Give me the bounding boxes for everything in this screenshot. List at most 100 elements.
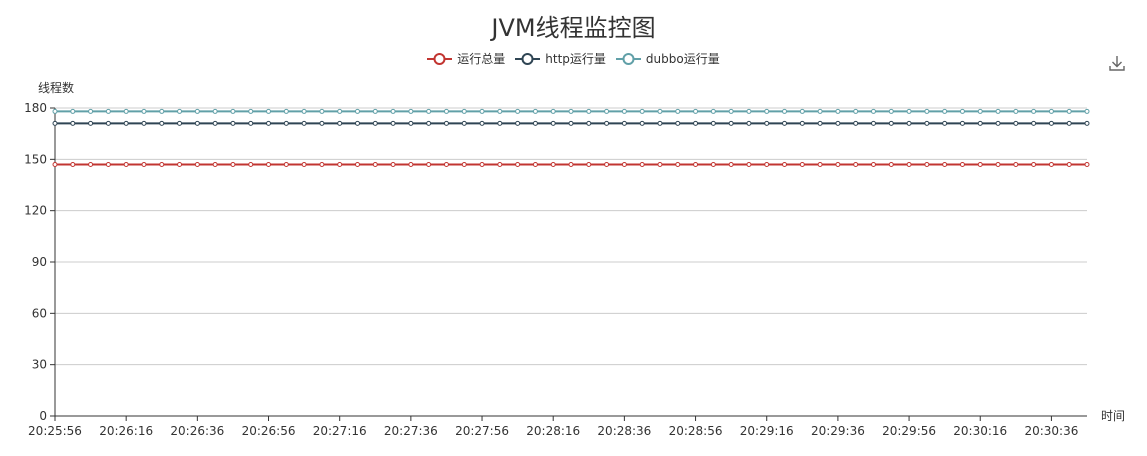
data-point[interactable] — [408, 161, 414, 167]
data-point[interactable] — [461, 108, 467, 114]
data-point[interactable] — [194, 108, 200, 114]
data-point[interactable] — [853, 120, 859, 126]
data-point[interactable] — [746, 161, 752, 167]
data-point[interactable] — [105, 120, 111, 126]
data-point[interactable] — [177, 161, 183, 167]
data-point[interactable] — [88, 120, 94, 126]
data-point[interactable] — [283, 120, 289, 126]
data-point[interactable] — [657, 161, 663, 167]
data-point[interactable] — [266, 161, 272, 167]
data-point[interactable] — [586, 120, 592, 126]
data-point[interactable] — [959, 161, 965, 167]
data-point[interactable] — [835, 108, 841, 114]
data-point[interactable] — [461, 120, 467, 126]
data-point[interactable] — [568, 120, 574, 126]
data-point[interactable] — [515, 161, 521, 167]
data-point[interactable] — [266, 108, 272, 114]
legend-item-dubbo[interactable]: dubbo运行量 — [615, 50, 720, 67]
data-point[interactable] — [1066, 120, 1072, 126]
data-point[interactable] — [710, 120, 716, 126]
data-point[interactable] — [782, 161, 788, 167]
data-point[interactable] — [88, 108, 94, 114]
data-point[interactable] — [1084, 161, 1090, 167]
legend-item-http[interactable]: http运行量 — [515, 50, 606, 67]
data-point[interactable] — [461, 161, 467, 167]
data-point[interactable] — [266, 120, 272, 126]
data-point[interactable] — [408, 108, 414, 114]
data-point[interactable] — [870, 108, 876, 114]
data-point[interactable] — [515, 120, 521, 126]
data-point[interactable] — [532, 108, 538, 114]
data-point[interactable] — [835, 120, 841, 126]
data-point[interactable] — [604, 120, 610, 126]
data-point[interactable] — [675, 161, 681, 167]
data-point[interactable] — [354, 161, 360, 167]
data-point[interactable] — [550, 108, 556, 114]
data-point[interactable] — [1031, 161, 1037, 167]
data-point[interactable] — [337, 108, 343, 114]
data-point[interactable] — [1066, 108, 1072, 114]
data-point[interactable] — [639, 108, 645, 114]
data-point[interactable] — [141, 108, 147, 114]
data-point[interactable] — [1084, 108, 1090, 114]
data-point[interactable] — [568, 108, 574, 114]
data-point[interactable] — [1013, 108, 1019, 114]
data-point[interactable] — [995, 161, 1001, 167]
legend-item-total[interactable]: 运行总量 — [427, 50, 505, 67]
data-point[interactable] — [853, 161, 859, 167]
data-point[interactable] — [105, 108, 111, 114]
data-point[interactable] — [888, 120, 894, 126]
data-point[interactable] — [283, 161, 289, 167]
data-point[interactable] — [426, 108, 432, 114]
data-point[interactable] — [532, 120, 538, 126]
data-point[interactable] — [959, 108, 965, 114]
data-point[interactable] — [550, 161, 556, 167]
data-point[interactable] — [870, 120, 876, 126]
data-point[interactable] — [728, 120, 734, 126]
data-point[interactable] — [354, 108, 360, 114]
data-point[interactable] — [995, 108, 1001, 114]
data-point[interactable] — [1031, 108, 1037, 114]
data-point[interactable] — [799, 108, 805, 114]
data-point[interactable] — [639, 161, 645, 167]
data-point[interactable] — [497, 108, 503, 114]
data-point[interactable] — [443, 161, 449, 167]
data-point[interactable] — [977, 161, 983, 167]
data-point[interactable] — [532, 161, 538, 167]
data-point[interactable] — [319, 161, 325, 167]
data-point[interactable] — [159, 161, 165, 167]
data-point[interactable] — [88, 161, 94, 167]
data-point[interactable] — [942, 161, 948, 167]
data-point[interactable] — [746, 108, 752, 114]
data-point[interactable] — [1013, 161, 1019, 167]
data-point[interactable] — [621, 161, 627, 167]
data-point[interactable] — [248, 108, 254, 114]
data-point[interactable] — [497, 161, 503, 167]
data-point[interactable] — [408, 120, 414, 126]
data-point[interactable] — [586, 161, 592, 167]
data-point[interactable] — [746, 120, 752, 126]
data-point[interactable] — [443, 120, 449, 126]
data-point[interactable] — [1048, 161, 1054, 167]
data-point[interactable] — [604, 108, 610, 114]
data-point[interactable] — [372, 120, 378, 126]
data-point[interactable] — [301, 108, 307, 114]
data-point[interactable] — [977, 108, 983, 114]
data-point[interactable] — [177, 120, 183, 126]
data-point[interactable] — [52, 108, 58, 114]
data-point[interactable] — [977, 120, 983, 126]
data-point[interactable] — [105, 161, 111, 167]
data-point[interactable] — [123, 120, 129, 126]
data-point[interactable] — [177, 108, 183, 114]
data-point[interactable] — [870, 161, 876, 167]
data-point[interactable] — [657, 108, 663, 114]
data-point[interactable] — [230, 161, 236, 167]
data-point[interactable] — [817, 120, 823, 126]
data-point[interactable] — [354, 120, 360, 126]
data-point[interactable] — [924, 108, 930, 114]
data-point[interactable] — [337, 161, 343, 167]
data-point[interactable] — [782, 108, 788, 114]
data-point[interactable] — [586, 108, 592, 114]
data-point[interactable] — [1048, 108, 1054, 114]
data-point[interactable] — [123, 108, 129, 114]
